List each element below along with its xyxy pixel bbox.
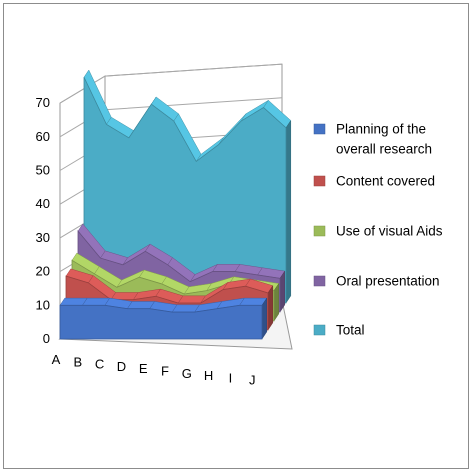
x-tick-label-H: H — [204, 368, 213, 383]
area-end-face — [261, 297, 268, 340]
legend-swatch — [313, 123, 326, 135]
y-tick-label: 60 — [36, 129, 50, 144]
legend-swatch — [313, 175, 326, 187]
y-tick-label: 30 — [36, 230, 50, 245]
x-tick-label-E: E — [139, 361, 148, 376]
x-tick-label-A: A — [52, 352, 61, 367]
series-layer — [59, 69, 292, 340]
legend: Planning of the overall research Content c… — [313, 122, 443, 338]
legend-label: Planning of the overall research — [336, 122, 432, 157]
y-tick-label: 0 — [43, 331, 50, 346]
legend-label: Oral presentation — [336, 274, 440, 289]
x-tick-label-F: F — [161, 364, 169, 379]
x-tick-label-C: C — [95, 357, 104, 372]
y-tick-label: 50 — [36, 163, 50, 178]
x-tick-label-G: G — [182, 366, 192, 381]
x-tick-label-D: D — [117, 359, 126, 374]
legend-label: Use of visual Aids — [336, 224, 443, 239]
x-tick-label-J: J — [249, 373, 256, 388]
gridline-70 — [59, 63, 283, 104]
legend-swatch — [313, 275, 326, 287]
legend-swatch — [313, 324, 326, 336]
series-total — [83, 69, 292, 304]
y-tick-label: 10 — [36, 297, 50, 312]
legend-label: Total — [336, 323, 365, 338]
area-end-face — [285, 119, 292, 304]
area-front-face — [59, 304, 263, 340]
y-tick-label: 20 — [36, 264, 50, 279]
legend-label-line: Planning of the — [336, 122, 426, 137]
x-tick-label-I: I — [229, 370, 233, 385]
legend-label: Content covered — [336, 174, 435, 189]
area-end-face — [279, 270, 286, 313]
x-tick-label-B: B — [73, 354, 82, 369]
legend-label-line: overall research — [336, 142, 432, 157]
y-axis-ticks: 0 10 20 30 40 50 60 70 — [36, 95, 50, 346]
area-front-face — [83, 77, 287, 304]
y-tick-label: 40 — [36, 196, 50, 211]
series-planning-of-the-overall-research — [59, 297, 268, 340]
legend-swatch — [313, 225, 326, 237]
area-end-face — [267, 284, 274, 331]
y-tick-label: 70 — [36, 95, 50, 110]
